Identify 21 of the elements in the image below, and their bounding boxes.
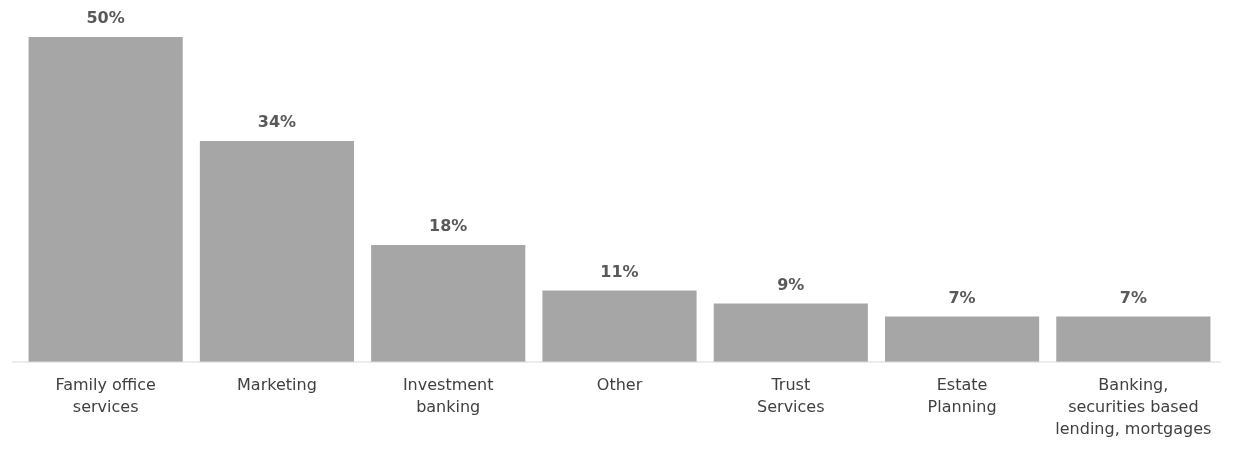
bar: [542, 290, 697, 362]
x-tick-label: Investment banking: [402, 375, 494, 416]
data-label: 11%: [600, 261, 639, 281]
bar: [28, 37, 183, 362]
data-label: 18%: [429, 216, 468, 235]
data-label: 34%: [257, 112, 297, 131]
x-tick-label: Trust Services: [757, 375, 825, 416]
data-label: 9%: [777, 274, 805, 294]
x-tick-label: Marketing: [237, 375, 317, 394]
x-tick-label: Estate Planning: [927, 375, 997, 416]
data-label: 7%: [948, 287, 976, 307]
x-tick-label: Other: [596, 375, 643, 394]
x-tick-label: Family office services: [55, 375, 156, 416]
bar: [884, 316, 1040, 362]
bar: [371, 245, 526, 362]
bar: [199, 141, 355, 362]
bar: [713, 303, 868, 362]
data-label: 50%: [86, 8, 125, 27]
x-tick-label: Banking, securities based lending, mortgages: [1055, 375, 1212, 438]
bar: [1056, 316, 1211, 362]
data-label: 7%: [1119, 287, 1147, 307]
